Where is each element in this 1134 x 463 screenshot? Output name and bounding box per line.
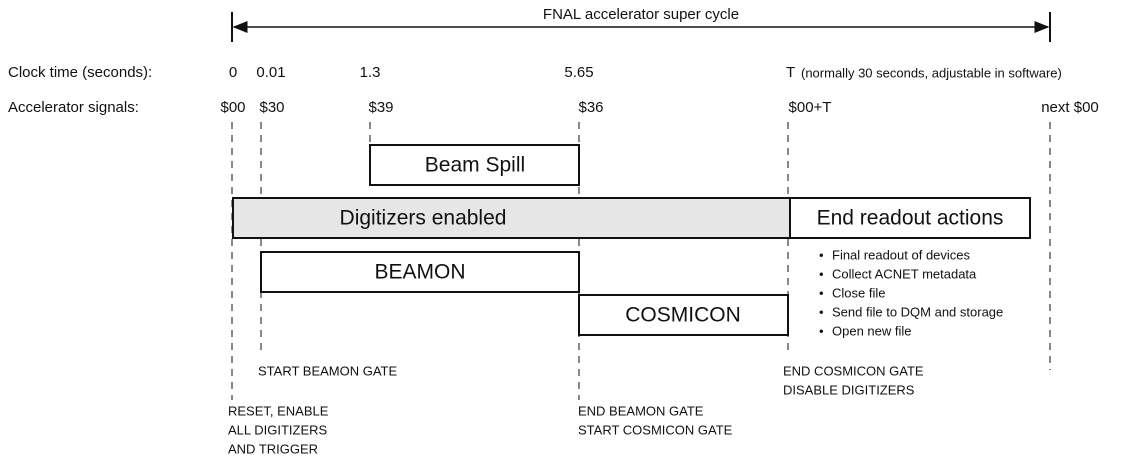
bullet: Open new file [832, 323, 912, 338]
signal-tick: $36 [578, 99, 603, 116]
readout-list: • Final readout of devices • Collect ACNET… [819, 247, 1003, 338]
event-note: ALL DIGITIZERS [228, 422, 328, 437]
clock-note: (normally 30 seconds, adjustable in soft… [801, 65, 1062, 80]
bullet: Final readout of devices [832, 247, 971, 262]
end-readout-box [789, 197, 1031, 239]
bullet: Collect ACNET metadata [832, 266, 977, 281]
digitizers-box [232, 197, 791, 239]
signal-tick: $39 [368, 99, 393, 116]
beamon-box [260, 251, 580, 293]
box-label: BEAMON [374, 261, 465, 284]
title: FNAL accelerator super cycle [543, 6, 739, 23]
bullet: Send file to DQM and storage [832, 304, 1003, 319]
clock-tick: 0.01 [256, 64, 285, 81]
bullet: Close file [832, 285, 885, 300]
signal-tick: $30 [259, 99, 284, 116]
signal-tick: $00 [220, 99, 245, 116]
box-label: COSMICON [625, 304, 741, 327]
signal-tick: next $00 [1041, 99, 1099, 116]
event-note: END BEAMON GATE [578, 403, 704, 418]
beam-spill-box [369, 144, 580, 186]
event-note: AND TRIGGER [228, 441, 318, 456]
event-note: END COSMICON GATE [783, 363, 924, 378]
clock-tick: 5.65 [564, 64, 593, 81]
event-note: START BEAMON GATE [258, 363, 398, 378]
svg-text:•: • [819, 304, 824, 319]
super-cycle-arrow [231, 12, 1051, 42]
timeline-dashes [231, 122, 1051, 400]
clock-tick: 0 [229, 64, 237, 81]
svg-text:•: • [819, 323, 824, 338]
svg-text:•: • [819, 247, 824, 262]
signals-label: Accelerator signals: [8, 99, 139, 116]
event-note: START COSMICON GATE [578, 422, 733, 437]
cosmicon-box [578, 294, 789, 336]
signal-tick: $00+T [789, 99, 832, 116]
box-label: Digitizers enabled [340, 207, 507, 230]
box-label: End readout actions [817, 207, 1004, 230]
svg-text:•: • [819, 285, 824, 300]
clock-tick: 1.3 [360, 64, 381, 81]
event-note: RESET, ENABLE [228, 403, 329, 418]
clock-tick: T [786, 64, 795, 81]
event-note: DISABLE DIGITIZERS [783, 382, 915, 397]
clock-label: Clock time (seconds): [8, 64, 152, 81]
box-label: Beam Spill [425, 154, 525, 177]
svg-text:•: • [819, 266, 824, 281]
